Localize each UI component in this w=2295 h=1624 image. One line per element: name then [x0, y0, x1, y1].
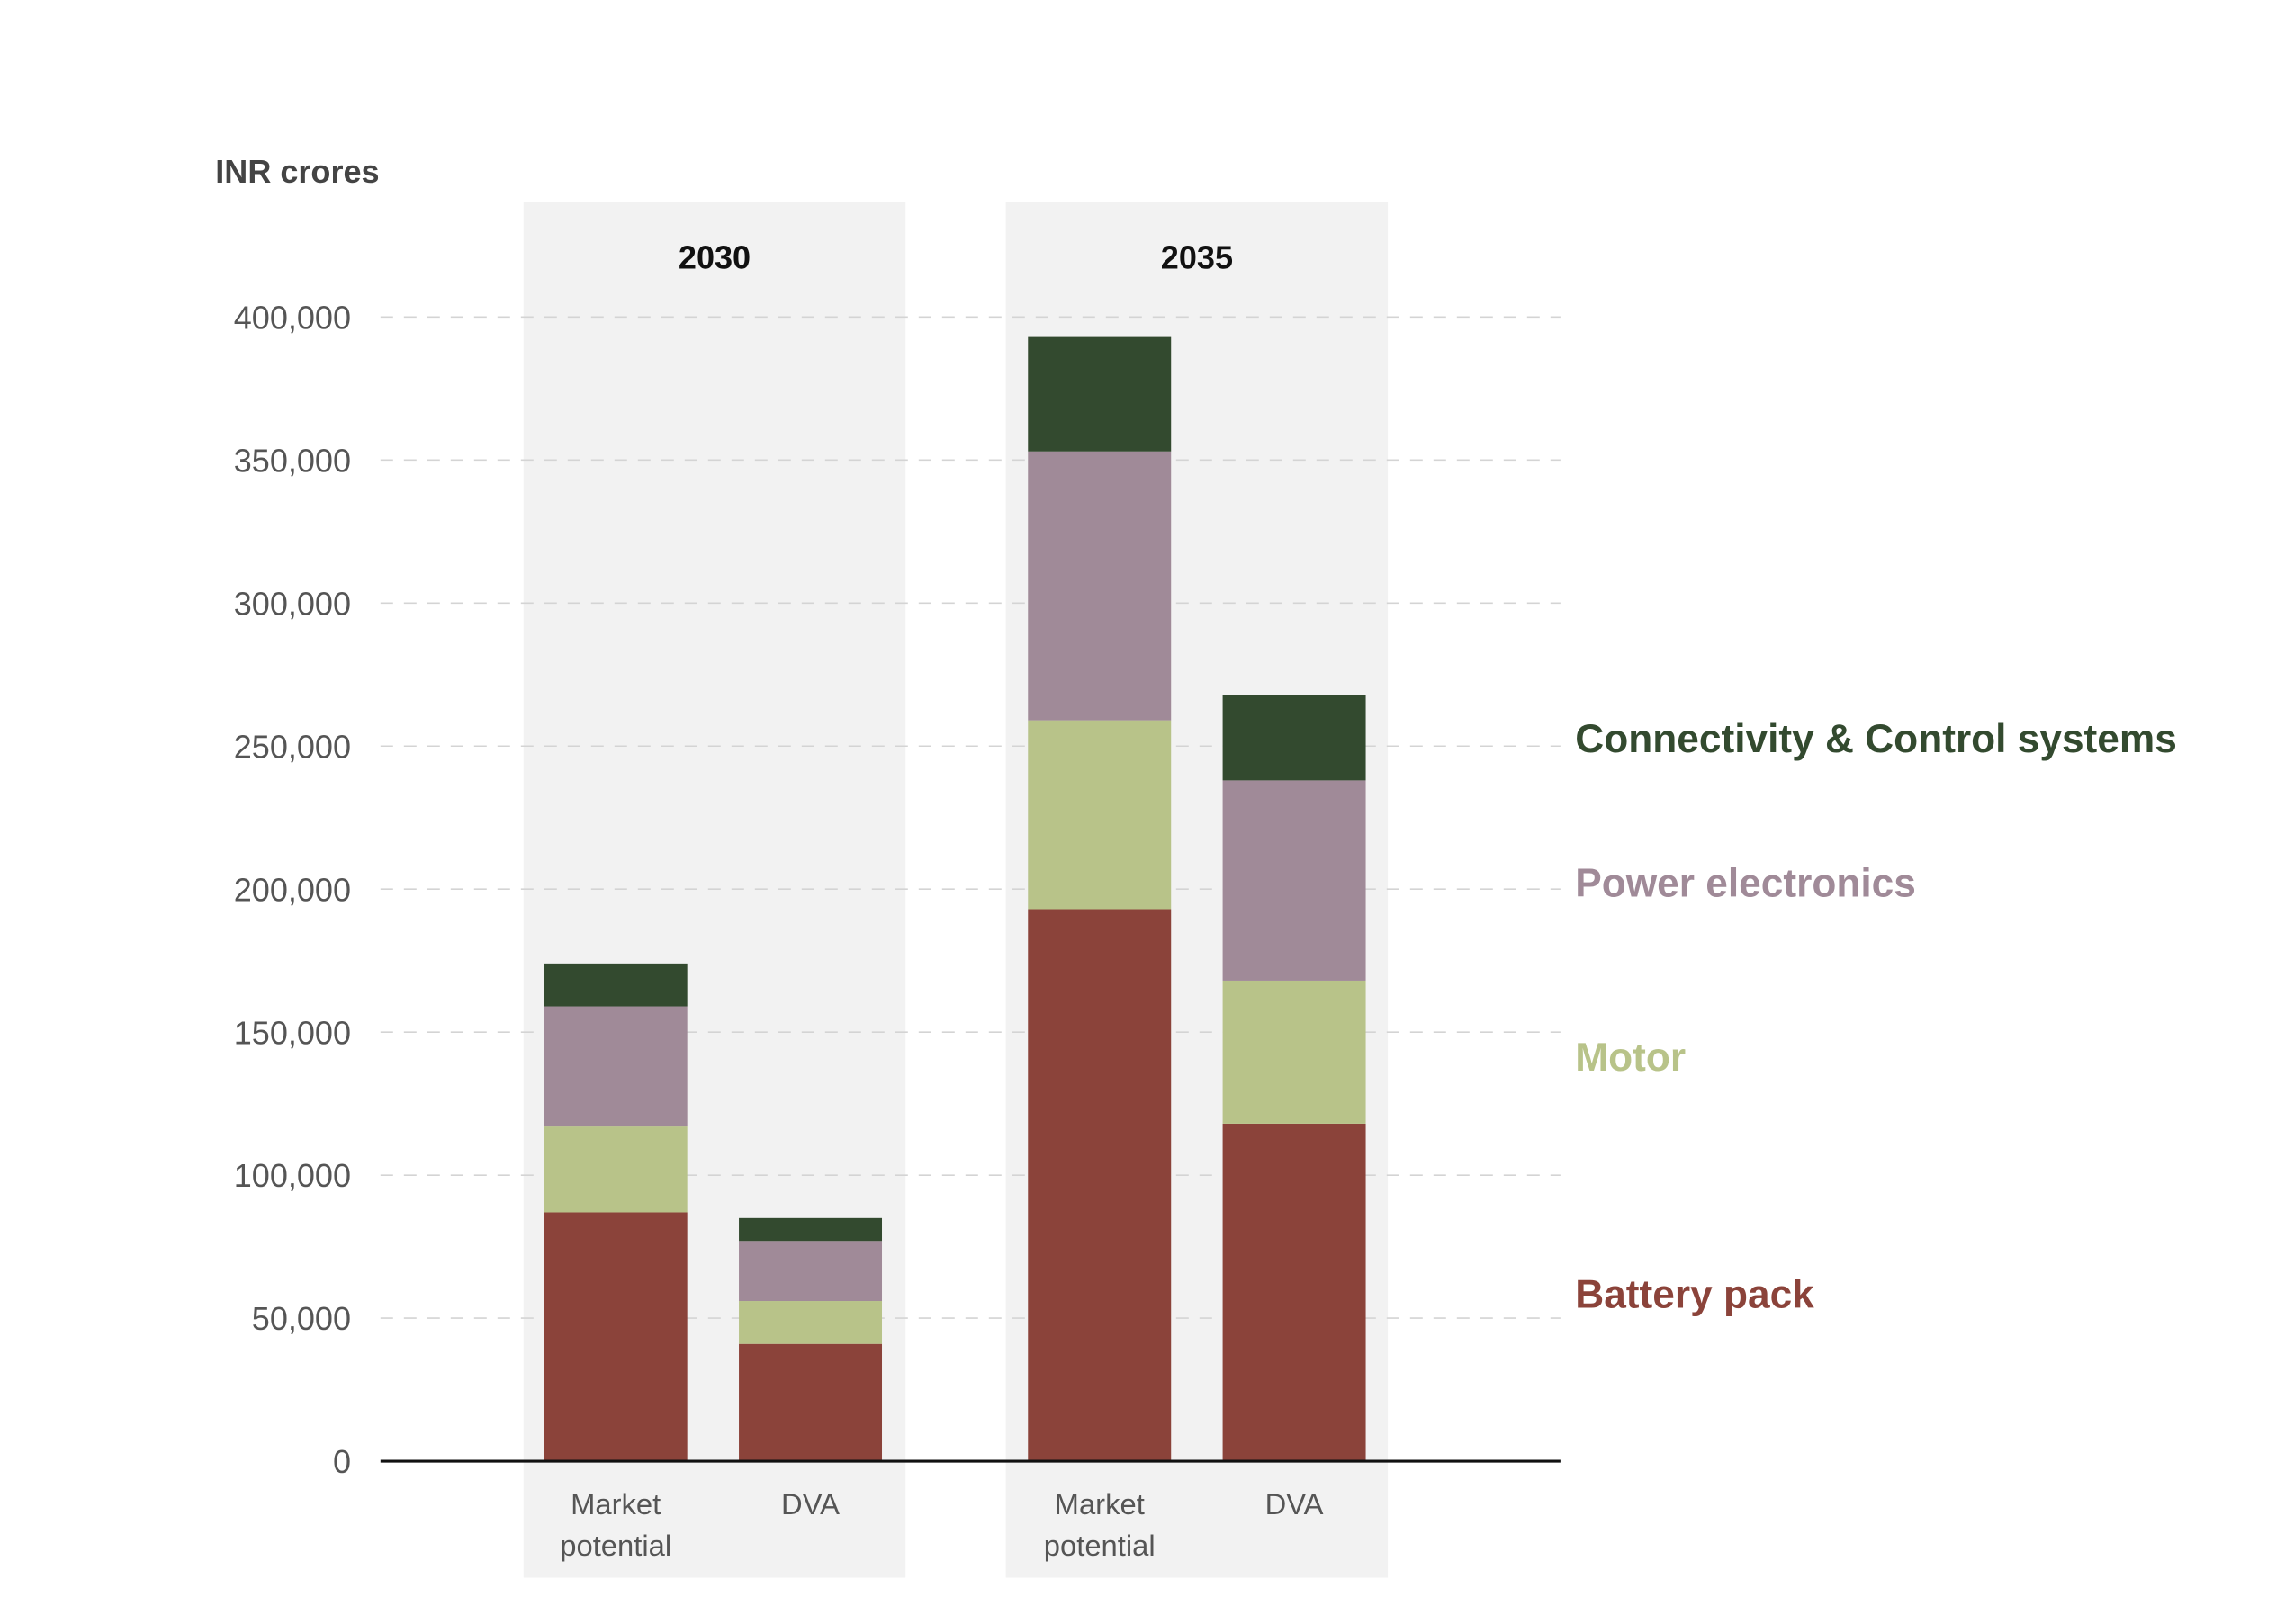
y-tick-label: 200,000	[234, 871, 351, 908]
bar-segment-motor	[1028, 720, 1172, 910]
bar-segment-motor	[544, 1126, 688, 1213]
y-tick-label: 150,000	[234, 1014, 351, 1051]
x-category-label: potential	[1044, 1529, 1156, 1562]
group-title-2035: 2035	[1161, 238, 1233, 275]
labels-layer: 2030 2035 0 50,000 100,000 150,000 200,000 250,…	[215, 153, 2177, 1562]
legend-label-connectivity-control-systems: Connectivity & Control systems	[1575, 717, 2177, 761]
x-category-label: DVA	[1265, 1487, 1324, 1521]
x-category-label: Market	[1055, 1487, 1145, 1521]
y-tick-label: 250,000	[234, 728, 351, 765]
legend-label-power-electronics: Power electronics	[1575, 861, 1916, 905]
bar-segment-battery-pack	[544, 1212, 688, 1462]
legend-label-motor: Motor	[1575, 1036, 1686, 1080]
y-tick-label: 50,000	[252, 1300, 351, 1337]
bar-segment-connectivity-control-systems	[544, 963, 688, 1007]
bars-layer	[544, 336, 1366, 1462]
y-tick-label: 350,000	[234, 442, 351, 479]
bar-segment-power-electronics	[544, 1006, 688, 1127]
bar-segment-battery-pack	[1028, 909, 1172, 1462]
bar-segment-battery-pack	[739, 1343, 883, 1462]
bar-segment-motor	[1222, 980, 1366, 1124]
bar-segment-connectivity-control-systems	[1222, 695, 1366, 781]
legend-label-battery-pack: Battery pack	[1575, 1273, 1814, 1317]
bar-segment-battery-pack	[1222, 1123, 1366, 1462]
x-category-label: potential	[560, 1529, 671, 1562]
bar-segment-power-electronics	[739, 1241, 883, 1302]
group-title-2030: 2030	[679, 238, 751, 275]
y-tick-label: 100,000	[234, 1157, 351, 1194]
bar-segment-power-electronics	[1222, 780, 1366, 981]
x-category-label: Market	[571, 1487, 661, 1521]
y-tick-label: 400,000	[234, 299, 351, 336]
bar-segment-power-electronics	[1028, 451, 1172, 721]
y-tick-label: 300,000	[234, 585, 351, 622]
bar-segment-connectivity-control-systems	[739, 1217, 883, 1242]
bar-segment-connectivity-control-systems	[1028, 336, 1172, 452]
y-tick-label: 0	[333, 1443, 351, 1480]
y-axis-title: INR crores	[215, 153, 379, 190]
x-category-label: DVA	[781, 1487, 840, 1521]
bar-segment-motor	[739, 1301, 883, 1344]
